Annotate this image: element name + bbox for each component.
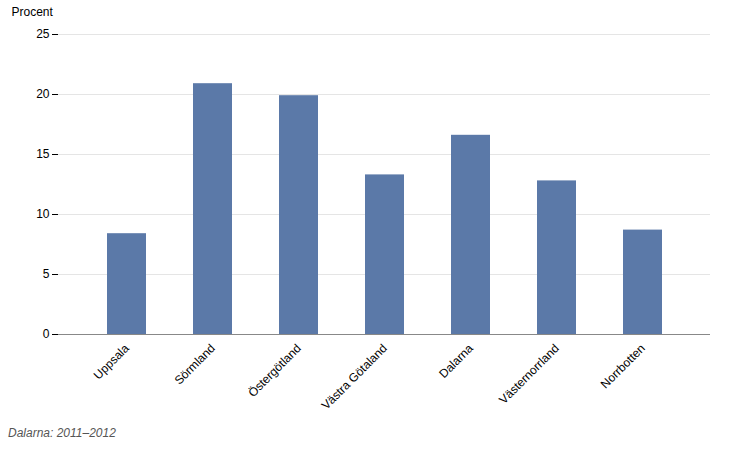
svg-text:10: 10 bbox=[36, 207, 50, 221]
svg-text:20: 20 bbox=[36, 87, 50, 101]
svg-text:Västernorrland: Västernorrland bbox=[496, 341, 562, 407]
svg-text:Norrbotten: Norrbotten bbox=[598, 341, 648, 391]
svg-text:15: 15 bbox=[36, 147, 50, 161]
svg-text:Dalarna: Dalarna bbox=[436, 341, 476, 381]
svg-text:Västra Götaland: Västra Götaland bbox=[319, 341, 390, 412]
html-text:Dalarna: 2011–2012: Dalarna: 2011–2012 bbox=[8, 426, 116, 440]
svg-text:25: 25 bbox=[36, 27, 50, 41]
svg-text:5: 5 bbox=[43, 267, 50, 281]
svg-text:0: 0 bbox=[43, 327, 50, 341]
svg-text:Sörmland: Sörmland bbox=[172, 341, 218, 387]
svg-text:Procent: Procent bbox=[12, 5, 54, 19]
svg-text:Östergötland: Östergötland bbox=[245, 341, 303, 399]
svg-text:Uppsala: Uppsala bbox=[91, 341, 132, 382]
